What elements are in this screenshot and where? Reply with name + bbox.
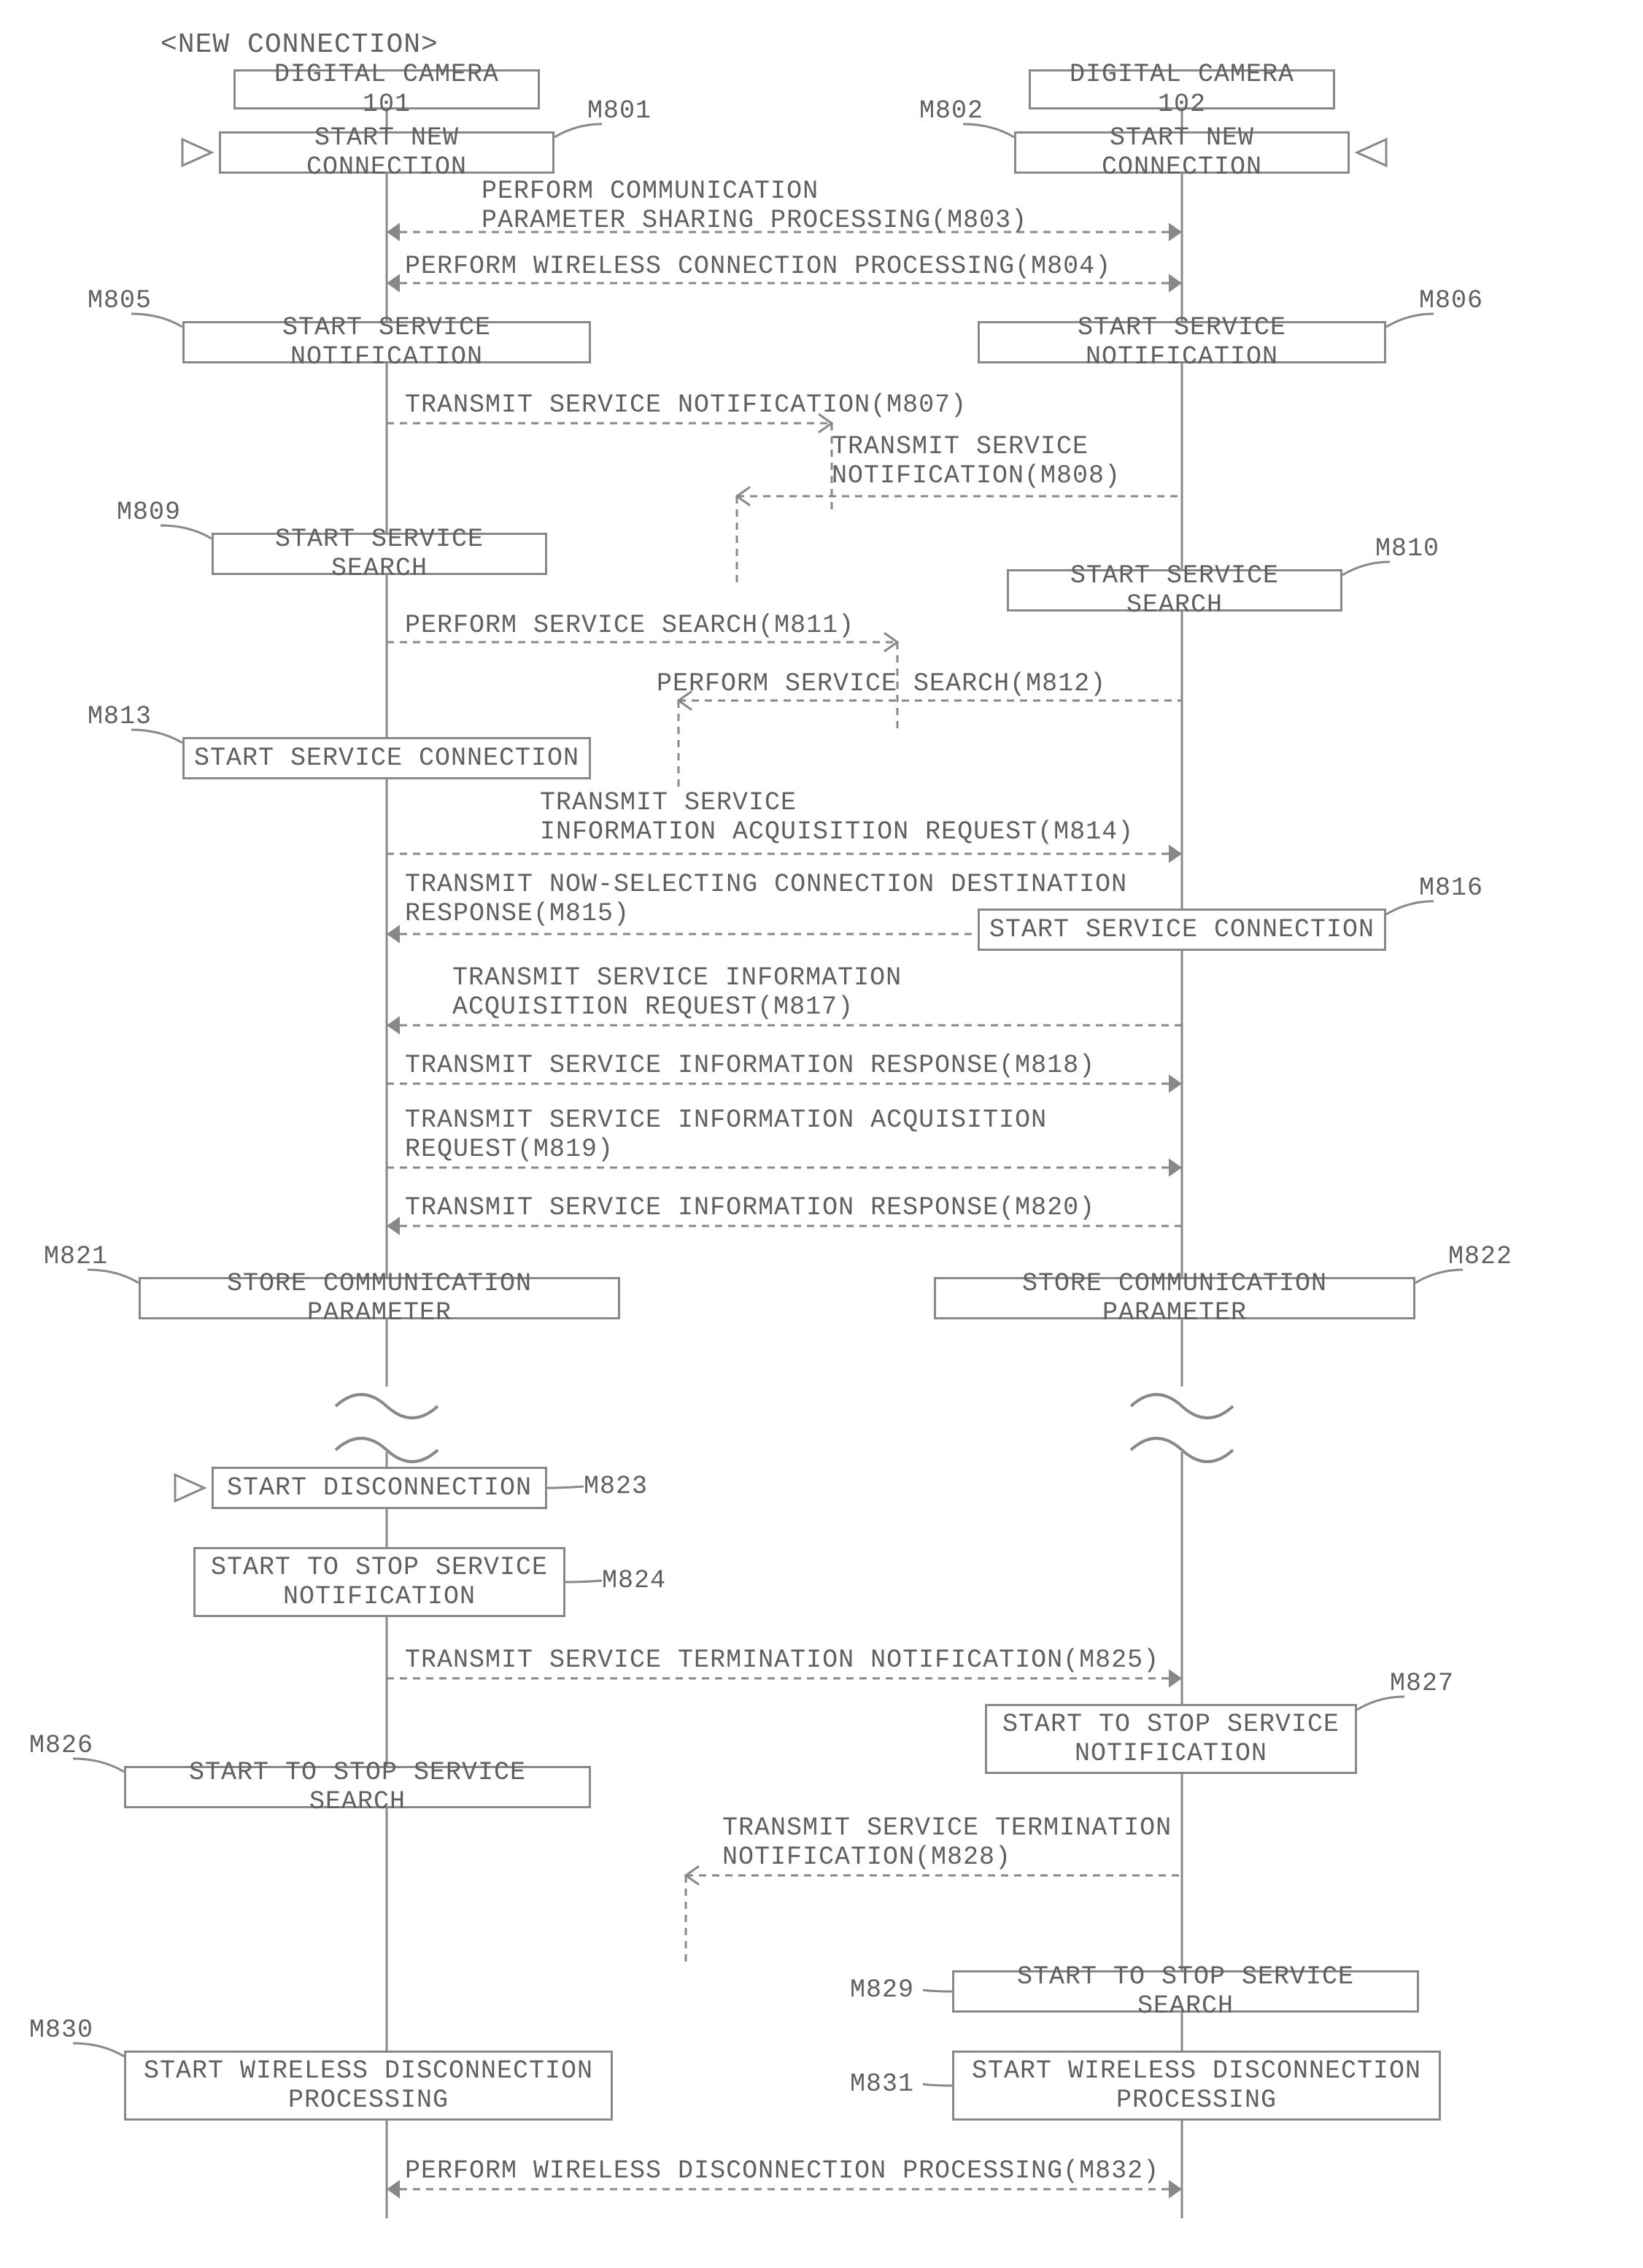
step-box: START SERVICE NOTIFICATION xyxy=(978,321,1386,363)
ref-label: M802 xyxy=(919,96,983,126)
ref-label: M827 xyxy=(1390,1669,1454,1698)
message-label: PERFORM SERVICE SEARCH(M812) xyxy=(657,669,1106,698)
ref-label: M830 xyxy=(29,2016,93,2045)
ref-label: M816 xyxy=(1419,873,1483,903)
step-box: START DISCONNECTION xyxy=(212,1467,547,1509)
message-label: TRANSMIT SERVICE INFORMATION ACQUISITION… xyxy=(405,1106,1047,1165)
message-label: TRANSMIT SERVICE NOTIFICATION(M808) xyxy=(832,432,1121,491)
ref-label: M826 xyxy=(29,1731,93,1760)
step-box: START SERVICE SEARCH xyxy=(212,533,547,575)
step-box: START SERVICE NOTIFICATION xyxy=(182,321,591,363)
ref-label: M829 xyxy=(850,1975,914,2005)
message-label: TRANSMIT SERVICE TERMINATION NOTIFICATIO… xyxy=(405,1646,1159,1675)
message-label: PERFORM WIRELESS DISCONNECTION PROCESSIN… xyxy=(405,2156,1159,2186)
step-box: DIGITAL CAMERA 101 xyxy=(233,69,540,109)
ref-label: M801 xyxy=(587,96,652,126)
ref-label: M809 xyxy=(117,498,181,527)
step-box: START NEW CONNECTION xyxy=(1014,131,1350,174)
ref-label: M813 xyxy=(88,702,152,731)
step-box: START TO STOP SERVICE SEARCH xyxy=(124,1766,591,1808)
message-label: TRANSMIT SERVICE NOTIFICATION(M807) xyxy=(405,390,967,420)
ref-label: M805 xyxy=(88,286,152,315)
message-label: PERFORM SERVICE SEARCH(M811) xyxy=(405,611,854,640)
message-label: PERFORM COMMUNICATION PARAMETER SHARING … xyxy=(482,177,1027,236)
ref-label: M806 xyxy=(1419,286,1483,315)
message-label: TRANSMIT SERVICE TERMINATION NOTIFICATIO… xyxy=(722,1813,1172,1872)
ref-label: M822 xyxy=(1448,1242,1512,1271)
step-box: STORE COMMUNICATION PARAMETER xyxy=(139,1277,620,1319)
ref-label: M821 xyxy=(44,1242,108,1271)
message-label: PERFORM WIRELESS CONNECTION PROCESSING(M… xyxy=(405,252,1111,281)
step-box: START SERVICE CONNECTION xyxy=(978,909,1386,951)
step-box: START TO STOP SERVICE SEARCH xyxy=(952,1970,1419,2013)
message-label: TRANSMIT SERVICE INFORMATION ACQUISITION… xyxy=(540,788,1134,847)
ref-label: M824 xyxy=(602,1566,666,1595)
step-box: START WIRELESS DISCONNECTION PROCESSING xyxy=(124,2051,613,2121)
step-box: START WIRELESS DISCONNECTION PROCESSING xyxy=(952,2051,1441,2121)
ref-label: M831 xyxy=(850,2070,914,2099)
sequence-diagram: <NEW CONNECTION> PERFORM COMMUNICATION P… xyxy=(0,0,1643,2268)
ref-label: M810 xyxy=(1375,534,1439,563)
message-label: TRANSMIT SERVICE INFORMATION ACQUISITION… xyxy=(452,963,902,1022)
message-label: TRANSMIT SERVICE INFORMATION RESPONSE(M8… xyxy=(405,1051,1095,1080)
step-box: STORE COMMUNICATION PARAMETER xyxy=(934,1277,1415,1319)
step-box: START SERVICE SEARCH xyxy=(1007,569,1342,612)
step-box: START TO STOP SERVICE NOTIFICATION xyxy=(985,1704,1357,1774)
step-box: DIGITAL CAMERA 102 xyxy=(1029,69,1335,109)
step-box: START NEW CONNECTION xyxy=(219,131,554,174)
diagram-title: <NEW CONNECTION> xyxy=(161,29,438,61)
message-label: TRANSMIT SERVICE INFORMATION RESPONSE(M8… xyxy=(405,1193,1095,1222)
step-box: START TO STOP SERVICE NOTIFICATION xyxy=(193,1547,565,1617)
ref-label: M823 xyxy=(584,1472,648,1501)
step-box: START SERVICE CONNECTION xyxy=(182,737,591,779)
